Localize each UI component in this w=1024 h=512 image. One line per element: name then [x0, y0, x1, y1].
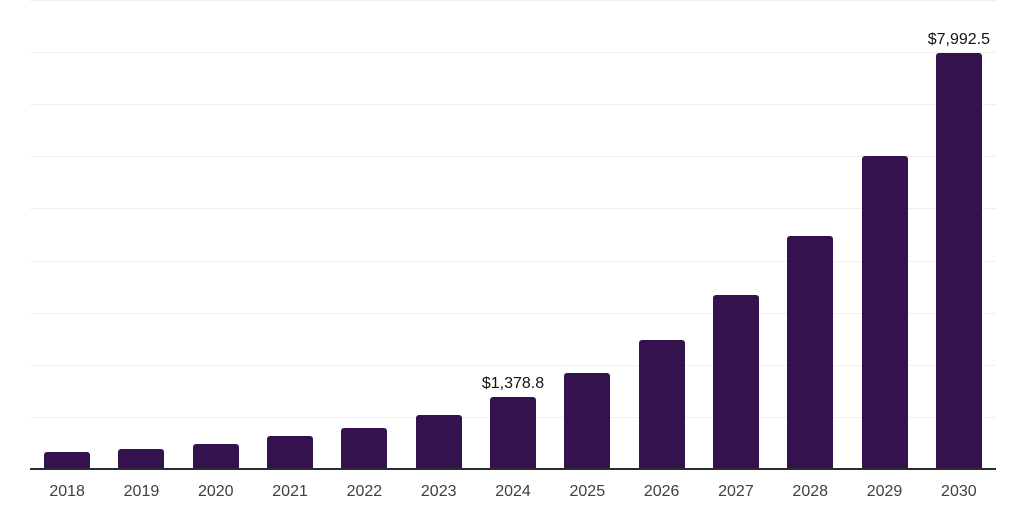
x-tick-2030: 2030 — [941, 483, 977, 500]
gridline-3000 — [30, 312, 996, 314]
x-tick-2023: 2023 — [420, 483, 457, 500]
x-tick-2027: 2027 — [718, 483, 754, 500]
bar-2019 — [118, 448, 165, 469]
value-label-2030: $7,992.5 — [927, 30, 990, 48]
bar-2018 — [44, 451, 91, 469]
bar-2029 — [861, 155, 908, 469]
gridline-4000 — [30, 260, 996, 262]
bar-2021 — [267, 436, 314, 469]
plot-area: $1,378.8 $7,992.5 — [30, 0, 996, 470]
x-axis: 2018 2019 2020 2021 2022 2023 2024 2025 2026 2027… — [30, 470, 996, 512]
bar-2020 — [192, 444, 239, 469]
gridline-8000 — [30, 52, 996, 54]
gridline-7000 — [30, 104, 996, 106]
x-axis-line — [30, 468, 996, 470]
bar-2026 — [638, 339, 685, 469]
bar-2027 — [712, 294, 759, 469]
gridline-6000 — [30, 156, 996, 158]
gridline-9000 — [30, 0, 996, 1]
bar-2030 — [935, 52, 982, 469]
x-tick-2024: 2024 — [495, 483, 531, 500]
x-tick-2020: 2020 — [197, 483, 234, 500]
x-tick-2021: 2021 — [272, 483, 308, 500]
x-tick-2025: 2025 — [569, 483, 606, 500]
x-tick-2026: 2026 — [643, 483, 680, 500]
gridline-2000 — [30, 364, 996, 366]
x-tick-2028: 2028 — [792, 483, 829, 500]
bar-2023 — [415, 415, 462, 469]
bar-2022 — [341, 427, 388, 469]
bar-2028 — [787, 235, 834, 469]
bar-2025 — [564, 372, 611, 469]
x-tick-2029: 2029 — [866, 483, 903, 500]
value-label-2024: $1,378.8 — [481, 375, 545, 393]
bar-2024 — [490, 397, 536, 469]
x-tick-2018: 2018 — [49, 483, 85, 500]
x-tick-2022: 2022 — [346, 483, 383, 500]
gridline-5000 — [30, 208, 996, 210]
x-tick-2019: 2019 — [123, 483, 160, 500]
